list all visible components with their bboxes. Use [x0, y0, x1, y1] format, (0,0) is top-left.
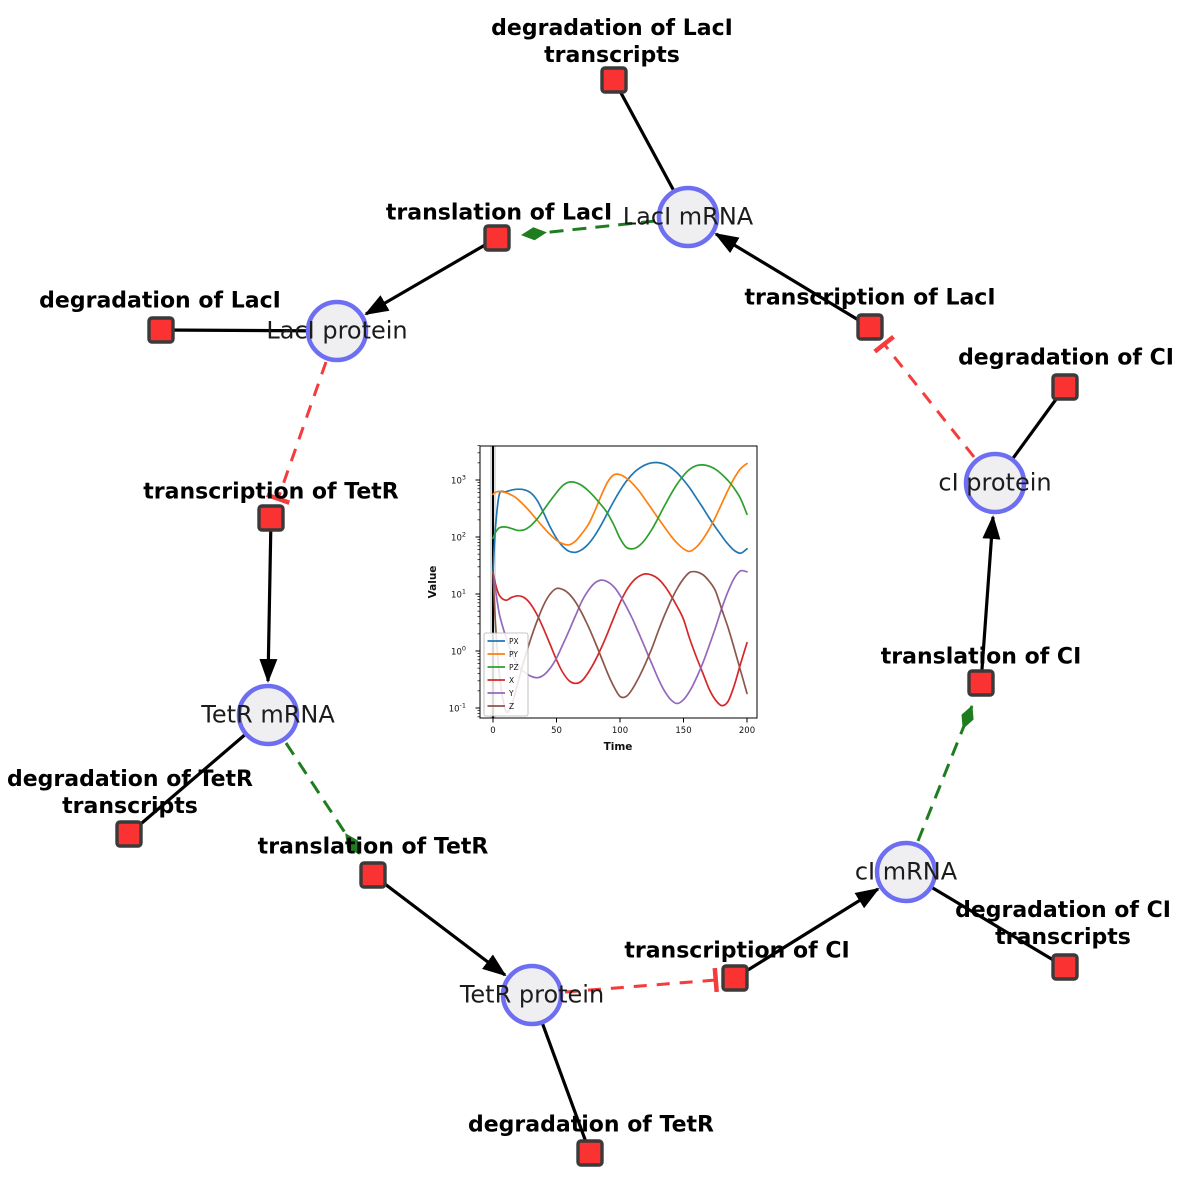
reaction-node-transcription-of-ci[interactable] — [721, 964, 749, 992]
modifier-edge — [916, 705, 974, 842]
x-tick-label: 0 — [490, 726, 495, 736]
reaction-node-translation-of-laci[interactable] — [483, 224, 511, 252]
product-edge — [979, 515, 1001, 684]
series-PZ — [492, 464, 748, 550]
species-node-ci-mrna[interactable] — [874, 840, 938, 904]
legend-entry-label: PY — [509, 650, 518, 659]
series-Y — [492, 569, 748, 705]
series-Z — [492, 570, 748, 714]
inhibitor-edge — [564, 967, 719, 994]
species-node-ci-protein[interactable] — [963, 451, 1027, 515]
x-tick-label: 100 — [612, 726, 628, 736]
species-node-tetr-mrna[interactable] — [236, 683, 300, 747]
x-axis-label: Time — [604, 741, 633, 753]
reaction-node-degradation-of-tetr[interactable] — [576, 1139, 604, 1167]
species-node-laci-protein[interactable] — [305, 299, 369, 363]
axes-box — [479, 445, 758, 719]
reaction-node-transcription-of-tetr[interactable] — [257, 504, 285, 532]
product-edge — [364, 236, 498, 316]
reaction-node-degradation-of-tetr-transcripts[interactable] — [115, 820, 143, 848]
series-PY — [492, 462, 748, 553]
x-tick-label: 150 — [675, 726, 691, 736]
product-edge — [259, 517, 278, 683]
legend-entry-label: Z — [509, 702, 514, 711]
legend-entry-label: PZ — [509, 663, 519, 672]
modifier-edge — [284, 742, 361, 855]
species-node-tetr-protein[interactable] — [500, 963, 564, 1027]
reaction-node-degradation-of-laci[interactable] — [147, 316, 175, 344]
reaction-node-degradation-of-laci-transcripts[interactable] — [600, 66, 628, 94]
nodes-layer — [115, 66, 1079, 1167]
y-tick-label: 103 — [451, 474, 466, 487]
species-node-laci-mrna[interactable] — [656, 185, 720, 249]
inhibitor-edge — [266, 361, 328, 505]
y-tick-label: 102 — [451, 531, 466, 544]
legend-entry-label: X — [509, 676, 514, 685]
y-tick-label: 100 — [451, 645, 466, 658]
y-tick-label: 101 — [451, 588, 466, 601]
reaction-node-translation-of-ci[interactable] — [967, 669, 995, 697]
x-tick-label: 200 — [739, 726, 755, 736]
product-edge — [714, 232, 871, 329]
y-axis-label: Value — [427, 566, 439, 599]
legend-entry-label: Y — [508, 689, 514, 698]
y-tick-label: 10-1 — [449, 702, 466, 715]
time-series-plot: 0 50 100 150 200 10-1 100 101 102 103 PX PY PZ XYZ Ti… — [425, 438, 771, 762]
reaction-node-transcription-of-laci[interactable] — [856, 313, 884, 341]
product-edge — [372, 873, 507, 977]
series-X — [492, 571, 748, 707]
inhibitor-edge — [873, 334, 976, 458]
legend-entry-label: PX — [509, 637, 519, 646]
series-PX — [492, 461, 748, 573]
modifier-edge — [521, 219, 656, 241]
product-edge — [734, 887, 880, 980]
plot-legend — [483, 632, 529, 717]
reaction-node-translation-of-tetr[interactable] — [359, 861, 387, 889]
x-tick-label: 50 — [551, 726, 562, 736]
reaction-node-degradation-of-ci-transcripts[interactable] — [1051, 953, 1079, 981]
plot-axes: 0 50 100 150 200 10-1 100 101 102 103 PX PY PZ XYZ — [449, 445, 758, 736]
edges-layer — [127, 79, 1067, 1154]
reaction-node-degradation-of-ci[interactable] — [1051, 373, 1079, 401]
